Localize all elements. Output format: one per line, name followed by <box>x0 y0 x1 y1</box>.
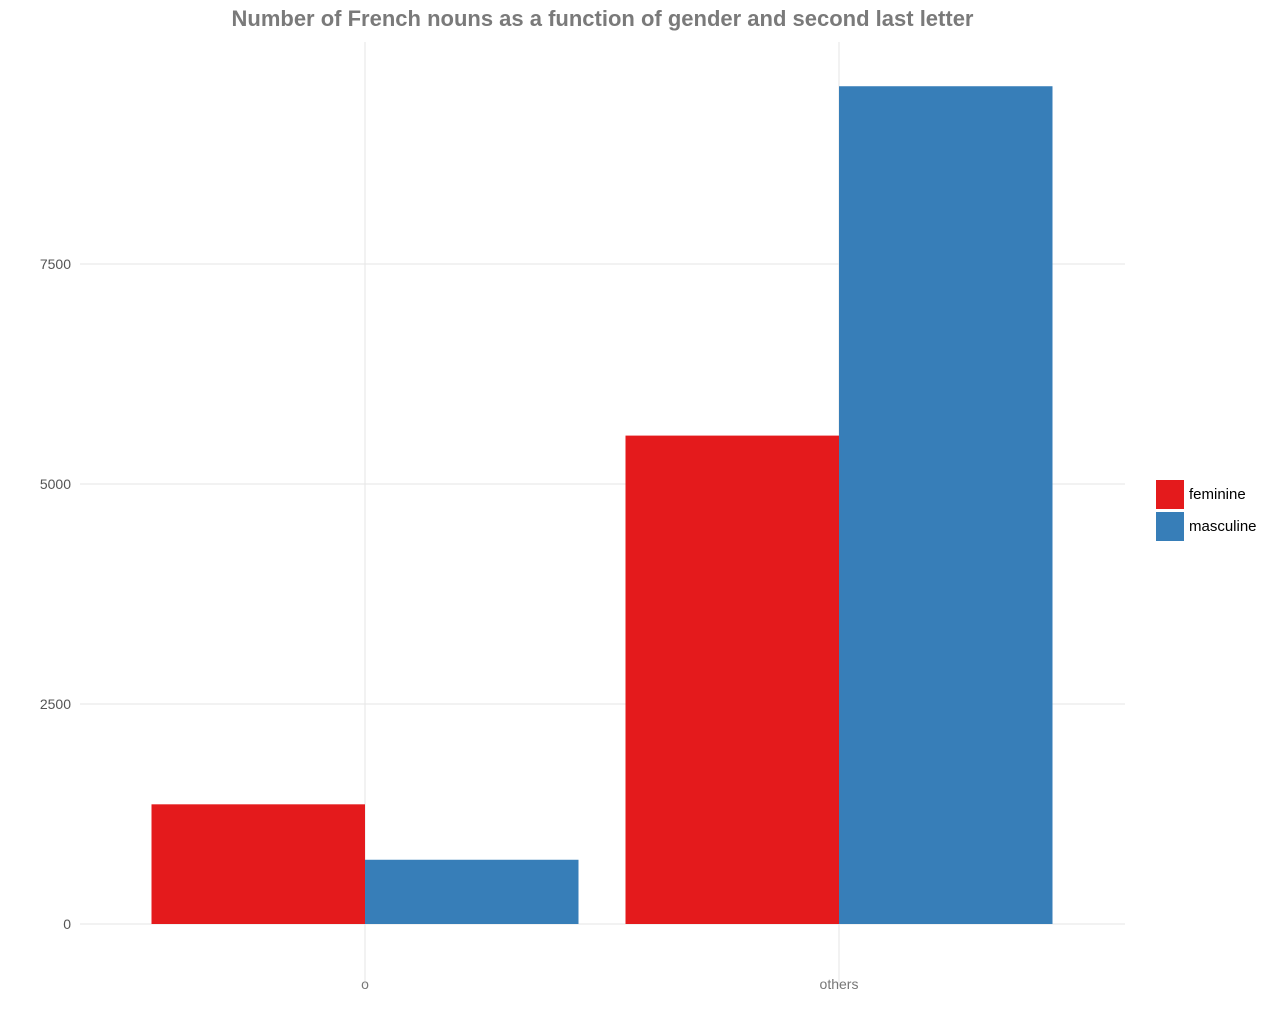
legend-swatch-feminine <box>1156 479 1184 509</box>
legend-item-feminine: feminine <box>1156 478 1257 510</box>
bar-masculine-others <box>839 86 1053 925</box>
y-tick-label: 7500 <box>40 256 71 272</box>
y-tick-labels: 0 2500 5000 7500 <box>40 256 71 932</box>
legend-item-masculine: masculine <box>1156 510 1257 542</box>
bars <box>151 86 1053 925</box>
chart-title: Number of French nouns as a function of … <box>231 6 974 31</box>
x-tick-labels: o others <box>361 976 858 992</box>
x-tick-label: o <box>361 976 369 992</box>
bar-masculine-o <box>365 859 579 924</box>
x-tick-label: others <box>820 976 859 992</box>
legend: feminine masculine <box>1156 478 1257 542</box>
legend-label-feminine: feminine <box>1189 485 1246 503</box>
y-tick-label: 0 <box>63 916 71 932</box>
legend-swatch-masculine <box>1156 511 1184 541</box>
y-tick-label: 5000 <box>40 476 71 492</box>
bar-feminine-o <box>151 804 365 924</box>
y-tick-label: 2500 <box>40 696 71 712</box>
bar-feminine-others <box>625 435 839 924</box>
legend-label-masculine: masculine <box>1189 517 1257 535</box>
